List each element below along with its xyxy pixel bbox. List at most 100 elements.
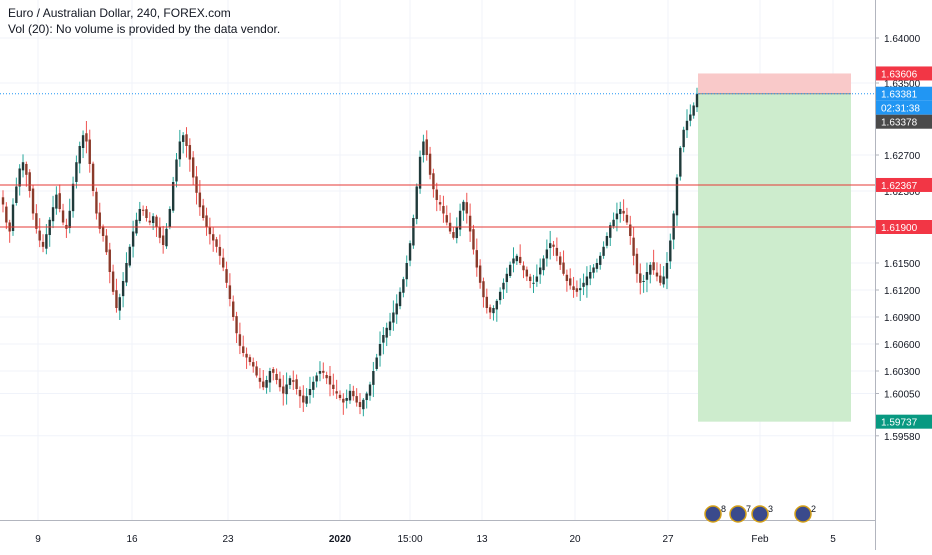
candle [242, 335, 245, 357]
candle-body [602, 246, 605, 256]
candle-body [575, 288, 579, 292]
candle-body [138, 209, 141, 221]
candle-body [545, 249, 549, 259]
candle [212, 227, 215, 252]
candle-body [165, 228, 168, 247]
candle [682, 126, 685, 153]
candle [405, 255, 408, 287]
time-tick-label: Feb [751, 534, 769, 545]
candle-body [312, 381, 315, 390]
candle [602, 241, 605, 259]
price-tick-label: 1.63500 [884, 79, 921, 90]
candle [538, 258, 542, 284]
candle [45, 224, 48, 255]
candle-body [428, 153, 432, 175]
candle [518, 244, 522, 265]
time-tick-label: 5 [830, 534, 836, 545]
candle [198, 180, 202, 216]
candle-body [398, 291, 402, 307]
candle [388, 312, 392, 336]
candle [302, 385, 305, 412]
candle-body [68, 210, 71, 229]
candle [225, 261, 228, 289]
candle-body [245, 353, 248, 358]
candle [452, 227, 455, 240]
candle [275, 368, 278, 385]
candle-body [505, 273, 509, 283]
candle [652, 249, 655, 275]
candle [191, 151, 195, 185]
candle-body [141, 209, 145, 211]
candle-body [405, 263, 408, 280]
candle-body [58, 193, 61, 209]
candle [609, 222, 612, 246]
candle [352, 385, 355, 401]
candle-body [548, 243, 552, 249]
candle-body [295, 379, 298, 389]
target-price-label-bg [876, 414, 932, 429]
candle-body [498, 291, 502, 301]
level-price-label: 1.61900 [881, 223, 918, 234]
candle-body [85, 133, 88, 142]
candle-body [635, 253, 639, 274]
countdown-label-bg [876, 100, 932, 115]
candle [68, 198, 71, 234]
level-price-label-bg [876, 220, 932, 234]
candle-body [1, 197, 5, 205]
candle-body [582, 282, 585, 287]
candle [368, 381, 372, 401]
candle [248, 354, 252, 366]
candle [592, 264, 595, 279]
candle [235, 311, 238, 343]
candle [55, 186, 58, 215]
candle [188, 138, 192, 172]
price-tick-label: 1.60050 [884, 390, 921, 401]
candle-body [528, 276, 532, 281]
current-price-label-bg [876, 86, 932, 101]
candle [462, 199, 465, 221]
candle-body [75, 162, 78, 182]
last-price-label-bg [876, 114, 932, 129]
candle-body [418, 156, 422, 189]
candle [85, 121, 88, 154]
candle-body [355, 396, 358, 403]
event-count-label: 3 [768, 504, 773, 514]
time-tick-label: 16 [126, 534, 138, 545]
candle-body [502, 282, 505, 290]
candle [232, 295, 235, 321]
candle [21, 154, 25, 178]
candle [498, 287, 502, 305]
candle-body [435, 189, 438, 200]
candles-layer [1, 87, 699, 417]
candle [325, 371, 328, 385]
candle-body [562, 262, 565, 274]
candle-body [28, 172, 31, 191]
current-price-label: 1.63381 [881, 90, 918, 101]
candle [542, 255, 545, 276]
candle-body [682, 129, 685, 148]
candle [402, 276, 405, 298]
candle [208, 217, 212, 245]
candle [492, 305, 495, 321]
candle [292, 370, 295, 390]
candle [475, 238, 478, 277]
candle-body [248, 357, 252, 362]
candle [625, 207, 629, 226]
candle-body [11, 204, 15, 232]
candle [692, 102, 695, 119]
candle [135, 212, 138, 236]
candle [98, 202, 101, 234]
candle-body [422, 141, 425, 156]
candle [655, 262, 659, 282]
candle [95, 187, 98, 220]
candle [595, 258, 599, 273]
candle-body [51, 207, 55, 222]
candle-body [352, 390, 355, 397]
countdown-label: 02:31:38 [881, 104, 920, 115]
candle-body [258, 377, 262, 382]
candle-body [475, 250, 478, 268]
candle [265, 375, 268, 394]
candle [569, 268, 572, 290]
